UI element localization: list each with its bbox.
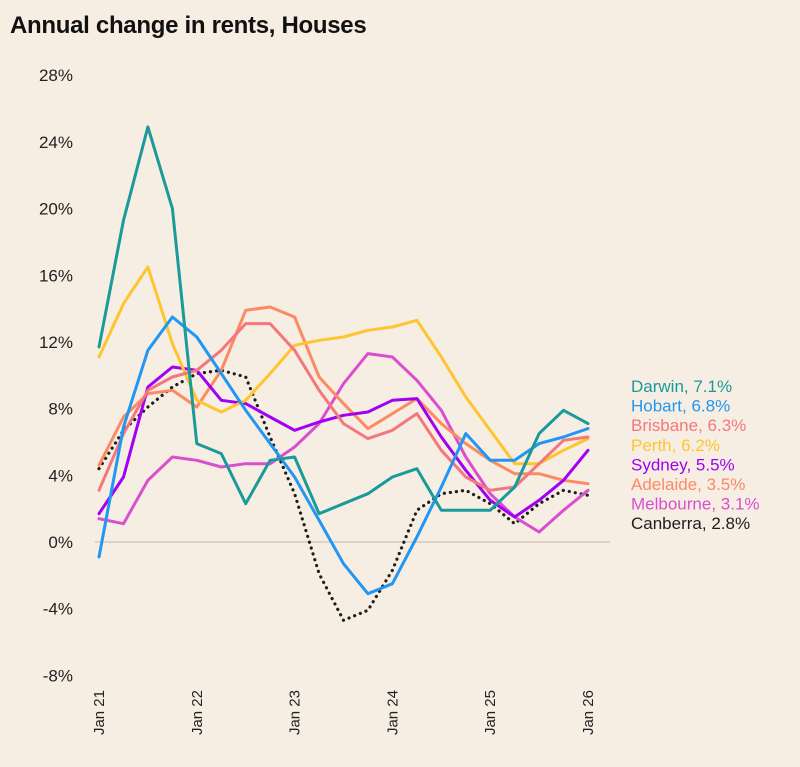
- y-tick-label: 4%: [48, 466, 73, 485]
- x-tick-label: Jan 26: [580, 690, 597, 735]
- y-tick-label: 8%: [48, 400, 73, 419]
- x-tick-label: Jan 21: [91, 690, 108, 735]
- y-tick-label: 20%: [39, 200, 73, 219]
- y-tick-label: -4%: [43, 600, 73, 619]
- legend-label-melbourne: Melbourne, 3.1%: [631, 495, 760, 514]
- x-tick-label: Jan 25: [482, 690, 499, 735]
- series-line-adelaide: [97, 305, 590, 486]
- y-tick-label: 24%: [39, 133, 73, 152]
- series-line-perth: [97, 265, 590, 466]
- x-tick-label: Jan 23: [287, 690, 304, 735]
- legend-label-hobart: Hobart, 6.8%: [631, 397, 730, 416]
- series-lines: [97, 125, 590, 622]
- series-line-melbourne: [97, 352, 590, 534]
- y-tick-label: -8%: [43, 666, 73, 685]
- y-tick-label: 0%: [48, 533, 73, 552]
- series-line-hobart: [97, 315, 590, 596]
- x-tick-label: Jan 22: [189, 690, 206, 735]
- legend-label-sydney: Sydney, 5.5%: [631, 455, 735, 474]
- x-axis: Jan 21 Jan 22 Jan 23 Jan 24 Jan 25 Jan 26: [91, 690, 597, 735]
- legend-label-canberra: Canberra, 2.8%: [631, 514, 750, 533]
- series-line-darwin: [97, 125, 590, 516]
- y-tick-label: 16%: [39, 266, 73, 285]
- legend-label-adelaide: Adelaide, 3.5%: [631, 475, 745, 494]
- legend: Darwin, 7.1%Hobart, 6.8%Brisbane, 6.3%Pe…: [631, 377, 760, 533]
- series-line-sydney: [97, 365, 590, 519]
- legend-label-darwin: Darwin, 7.1%: [631, 377, 732, 396]
- legend-label-perth: Perth, 6.2%: [631, 436, 720, 455]
- legend-label-brisbane: Brisbane, 6.3%: [631, 416, 746, 435]
- y-tick-label: 12%: [39, 333, 73, 352]
- y-tick-label: 28%: [39, 66, 73, 85]
- chart-title: Annual change in rents, Houses: [10, 12, 367, 39]
- series-line-brisbane: [97, 322, 590, 492]
- x-tick-label: Jan 24: [384, 690, 401, 735]
- y-axis: 28% 24% 20% 16% 12% 8% 4% 0% -4% -8%: [39, 66, 73, 685]
- series-line-canberra: [97, 368, 590, 622]
